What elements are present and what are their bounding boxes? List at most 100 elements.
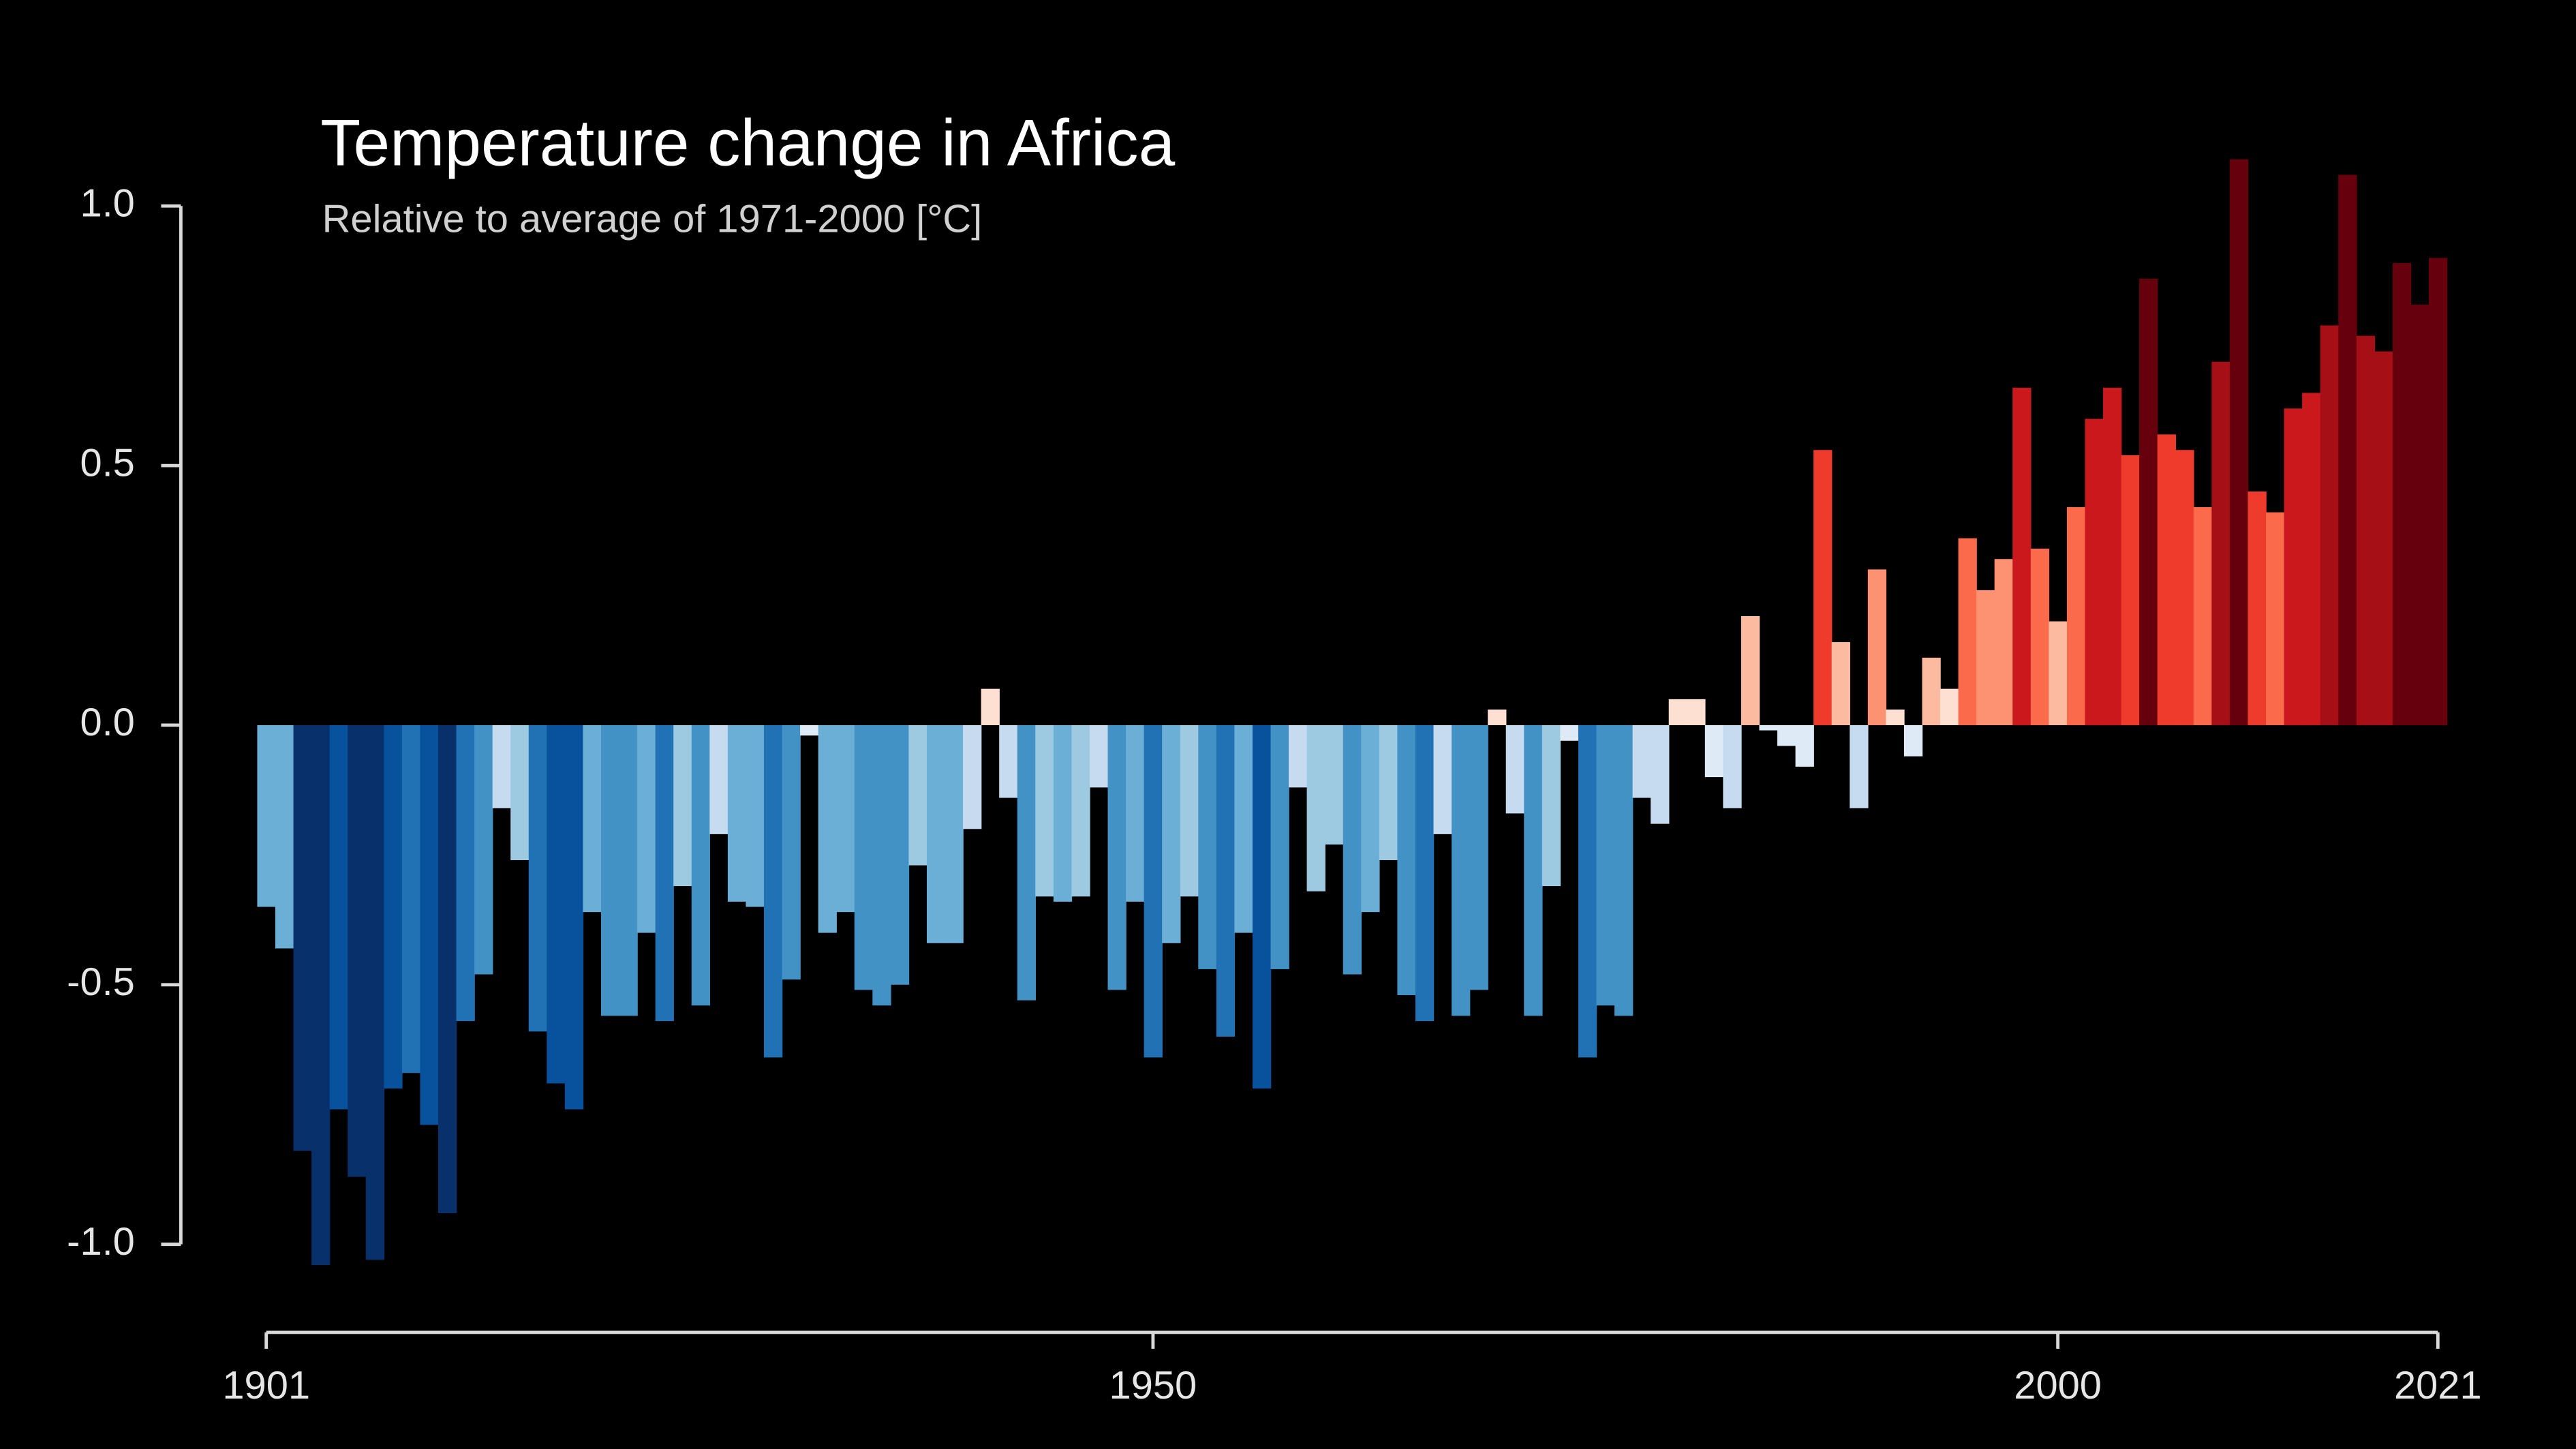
bar bbox=[311, 724, 331, 1266]
bar bbox=[600, 724, 620, 1016]
bar bbox=[1903, 724, 1923, 757]
bar bbox=[1017, 724, 1037, 1001]
bar bbox=[1886, 710, 1905, 725]
bar bbox=[2284, 408, 2303, 725]
bar bbox=[1994, 559, 2013, 725]
bar bbox=[2266, 512, 2285, 725]
bar bbox=[1306, 724, 1325, 891]
bar bbox=[1289, 724, 1308, 788]
bar bbox=[329, 724, 348, 1110]
bar bbox=[655, 724, 674, 1022]
bar bbox=[2302, 393, 2321, 725]
bar bbox=[1452, 724, 1471, 1016]
bar bbox=[637, 724, 656, 933]
bar bbox=[2103, 387, 2122, 725]
bar bbox=[763, 724, 783, 1058]
bar bbox=[1704, 724, 1724, 778]
bar bbox=[293, 724, 312, 1151]
bar bbox=[1270, 724, 1289, 969]
bar bbox=[2012, 387, 2031, 725]
bar bbox=[999, 724, 1018, 798]
bar bbox=[854, 724, 874, 990]
bar bbox=[348, 724, 367, 1177]
bar bbox=[836, 724, 855, 913]
bar bbox=[1397, 724, 1416, 996]
bar bbox=[1162, 724, 1181, 943]
bar bbox=[1922, 657, 1941, 725]
bar bbox=[438, 724, 457, 1213]
bar bbox=[1035, 724, 1054, 897]
bar bbox=[1252, 724, 1272, 1089]
bar bbox=[401, 724, 421, 1073]
bar bbox=[2175, 450, 2194, 725]
bar bbox=[2139, 278, 2158, 725]
bar bbox=[1343, 724, 1362, 975]
bar bbox=[365, 724, 385, 1260]
bar bbox=[1053, 724, 1073, 902]
bar bbox=[1325, 724, 1344, 845]
bar bbox=[872, 724, 891, 1006]
bar bbox=[1560, 724, 1579, 741]
chart-subtitle: Relative to average of 1971-2000 [°C] bbox=[322, 198, 983, 241]
bar bbox=[2085, 418, 2104, 725]
bar bbox=[2320, 325, 2339, 725]
bar bbox=[1505, 724, 1525, 814]
bar bbox=[1777, 724, 1796, 746]
bar bbox=[1071, 724, 1090, 897]
bar bbox=[800, 724, 819, 736]
bar bbox=[1126, 724, 1145, 902]
bar bbox=[1488, 710, 1507, 725]
bar bbox=[1668, 699, 1687, 725]
bar bbox=[1415, 724, 1435, 1022]
bar bbox=[2049, 621, 2068, 725]
bar bbox=[1361, 724, 1380, 913]
bar bbox=[1578, 724, 1597, 1058]
bar bbox=[2356, 335, 2376, 725]
bar bbox=[1867, 569, 1887, 725]
bar bbox=[492, 724, 511, 808]
bar bbox=[1107, 724, 1126, 990]
bar bbox=[619, 724, 638, 1016]
bar bbox=[1940, 688, 1959, 725]
bar bbox=[1759, 724, 1778, 731]
bar bbox=[727, 724, 747, 902]
bar bbox=[1850, 724, 1869, 808]
bar bbox=[2429, 258, 2448, 725]
chart-title: Temperature change in Africa bbox=[320, 106, 1175, 179]
bar bbox=[275, 724, 294, 949]
bar bbox=[1433, 724, 1452, 834]
bar bbox=[510, 724, 530, 861]
bar bbox=[1234, 724, 1253, 933]
bar bbox=[547, 724, 566, 1084]
bar bbox=[2392, 263, 2412, 725]
bar bbox=[1741, 616, 1760, 725]
bar bbox=[890, 724, 910, 985]
bar bbox=[945, 724, 964, 943]
bar bbox=[474, 724, 493, 975]
bar bbox=[2374, 351, 2393, 725]
x-tick-label: 1950 bbox=[1109, 1364, 1197, 1407]
bar bbox=[2193, 507, 2213, 725]
bar bbox=[1089, 724, 1109, 788]
bar bbox=[1469, 724, 1488, 990]
y-tick-label: 0.0 bbox=[80, 701, 134, 744]
bar bbox=[1687, 699, 1706, 725]
bar bbox=[782, 724, 801, 980]
bar bbox=[1198, 724, 1217, 969]
bar bbox=[1180, 724, 1199, 897]
bar bbox=[2121, 455, 2140, 725]
bar bbox=[2157, 434, 2176, 725]
bar bbox=[926, 724, 946, 943]
bar bbox=[2338, 174, 2357, 725]
bar bbox=[2066, 507, 2086, 725]
bar bbox=[1976, 590, 1995, 725]
bar bbox=[2030, 548, 2050, 725]
bar bbox=[1614, 724, 1634, 1016]
bar bbox=[583, 724, 602, 913]
bar bbox=[1958, 538, 1977, 725]
bar bbox=[963, 724, 982, 829]
y-tick-label: 0.5 bbox=[80, 441, 134, 485]
bar bbox=[1216, 724, 1236, 1037]
bar bbox=[2211, 361, 2230, 725]
